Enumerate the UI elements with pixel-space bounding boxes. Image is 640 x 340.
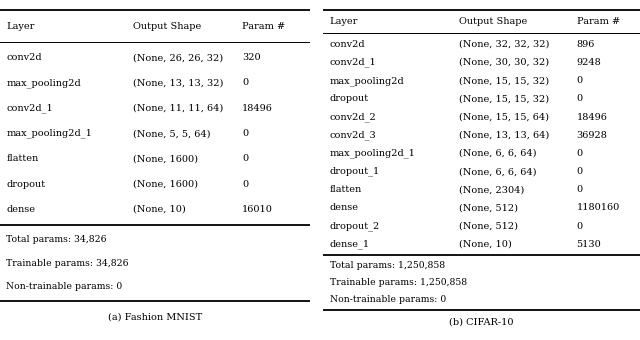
Text: 0: 0 [242,129,248,138]
Text: max_pooling2d: max_pooling2d [330,76,404,85]
Text: (None, 26, 26, 32): (None, 26, 26, 32) [134,53,223,62]
Text: Total params: 1,250,858: Total params: 1,250,858 [330,261,445,270]
Text: (None, 5, 5, 64): (None, 5, 5, 64) [134,129,211,138]
Text: Trainable params: 1,250,858: Trainable params: 1,250,858 [330,278,467,287]
Text: 1180160: 1180160 [577,203,620,212]
Text: dropout: dropout [6,180,45,189]
Text: max_pooling2d: max_pooling2d [6,78,81,88]
Text: Output Shape: Output Shape [460,17,527,26]
Text: (None, 15, 15, 32): (None, 15, 15, 32) [460,76,550,85]
Text: 9248: 9248 [577,58,602,67]
Text: (None, 13, 13, 32): (None, 13, 13, 32) [134,79,224,87]
Text: 36928: 36928 [577,131,607,140]
Text: 896: 896 [577,40,595,49]
Text: 0: 0 [242,79,248,87]
Text: (None, 10): (None, 10) [460,240,512,249]
Text: 16010: 16010 [242,205,273,214]
Text: 0: 0 [577,149,583,158]
Text: max_pooling2d_1: max_pooling2d_1 [6,129,92,138]
Text: 0: 0 [577,94,583,103]
Text: max_pooling2d_1: max_pooling2d_1 [330,149,415,158]
Text: Output Shape: Output Shape [134,22,202,31]
Text: conv2d: conv2d [6,53,42,62]
Text: (None, 512): (None, 512) [460,222,518,231]
Text: 0: 0 [242,180,248,189]
Text: conv2d_3: conv2d_3 [330,130,376,140]
Text: conv2d_1: conv2d_1 [6,103,53,113]
Text: 18496: 18496 [577,113,607,121]
Text: (None, 6, 6, 64): (None, 6, 6, 64) [460,149,537,158]
Text: (None, 15, 15, 32): (None, 15, 15, 32) [460,94,550,103]
Text: flatten: flatten [6,154,38,164]
Text: 5130: 5130 [577,240,602,249]
Text: dense: dense [330,203,358,212]
Text: conv2d_1: conv2d_1 [330,58,376,67]
Text: (a) Fashion MNIST: (a) Fashion MNIST [108,313,202,322]
Text: 320: 320 [242,53,260,62]
Text: dense_1: dense_1 [330,239,370,249]
Text: 0: 0 [577,76,583,85]
Text: Param #: Param # [577,17,620,26]
Text: (None, 1600): (None, 1600) [134,180,198,189]
Text: (None, 512): (None, 512) [460,203,518,212]
Text: 0: 0 [577,185,583,194]
Text: (None, 13, 13, 64): (None, 13, 13, 64) [460,131,550,140]
Text: (None, 32, 32, 32): (None, 32, 32, 32) [460,40,550,49]
Text: Param #: Param # [242,22,285,31]
Text: dropout: dropout [330,94,369,103]
Text: (None, 2304): (None, 2304) [460,185,525,194]
Text: dense: dense [6,205,35,214]
Text: conv2d: conv2d [330,40,365,49]
Text: (None, 6, 6, 64): (None, 6, 6, 64) [460,167,537,176]
Text: (None, 15, 15, 64): (None, 15, 15, 64) [460,113,549,121]
Text: 18496: 18496 [242,104,273,113]
Text: dropout_1: dropout_1 [330,167,380,176]
Text: dropout_2: dropout_2 [330,221,380,231]
Text: Non-trainable params: 0: Non-trainable params: 0 [6,282,122,291]
Text: 0: 0 [577,167,583,176]
Text: (None, 30, 30, 32): (None, 30, 30, 32) [460,58,550,67]
Text: Trainable params: 34,826: Trainable params: 34,826 [6,259,129,268]
Text: flatten: flatten [330,185,362,194]
Text: Layer: Layer [330,17,358,26]
Text: (None, 10): (None, 10) [134,205,186,214]
Text: (None, 1600): (None, 1600) [134,154,198,164]
Text: Total params: 34,826: Total params: 34,826 [6,235,107,244]
Text: (b) CIFAR-10: (b) CIFAR-10 [449,317,514,326]
Text: 0: 0 [242,154,248,164]
Text: conv2d_2: conv2d_2 [330,112,376,122]
Text: 0: 0 [577,222,583,231]
Text: Non-trainable params: 0: Non-trainable params: 0 [330,295,446,304]
Text: Layer: Layer [6,22,35,31]
Text: (None, 11, 11, 64): (None, 11, 11, 64) [134,104,224,113]
